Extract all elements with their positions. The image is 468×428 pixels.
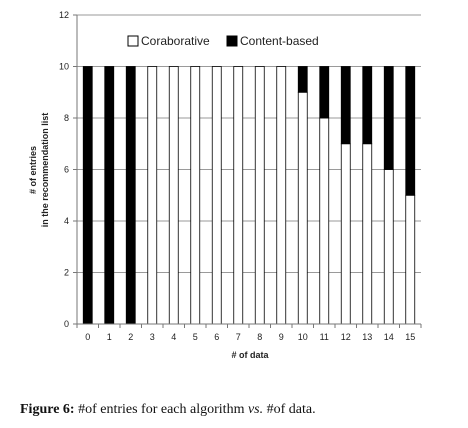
x-tick-label: 12 bbox=[341, 332, 351, 342]
bar-coraborative-9 bbox=[276, 66, 287, 325]
caption-text-before: #of entries for each algorithm bbox=[74, 402, 248, 417]
x-tick-label: 9 bbox=[279, 332, 284, 342]
y-tick-label: 6 bbox=[64, 165, 69, 175]
y-tick-label: 8 bbox=[64, 113, 69, 123]
bar-coraborative-14 bbox=[383, 169, 394, 325]
x-tick-label: 11 bbox=[320, 332, 329, 342]
x-tick-label: 0 bbox=[85, 332, 90, 342]
x-tick-label: 5 bbox=[193, 332, 198, 342]
bar-coraborative-15 bbox=[405, 194, 416, 325]
y-tick-label: 4 bbox=[64, 216, 69, 226]
x-tick-label: 8 bbox=[257, 332, 262, 342]
y-tick-label: 10 bbox=[59, 62, 69, 72]
legend: Coraborative Content-based bbox=[127, 34, 319, 48]
bar-content-based-10 bbox=[297, 66, 308, 93]
y-axis-title-line-2: in the recommendation list bbox=[40, 113, 50, 228]
bar-coraborative-12 bbox=[340, 143, 351, 325]
bar-coraborative-7 bbox=[233, 66, 244, 325]
x-tick-label: 2 bbox=[128, 332, 133, 342]
x-tick-label: 7 bbox=[236, 332, 241, 342]
caption-label: Figure 6: bbox=[20, 402, 75, 417]
bar-coraborative-13 bbox=[362, 143, 373, 325]
bars-group bbox=[82, 66, 416, 325]
caption-text-after: #of data. bbox=[263, 402, 316, 417]
legend-label-coraborative: Coraborative bbox=[141, 34, 210, 48]
caption-vs: vs. bbox=[247, 402, 264, 417]
y-tick-label: 2 bbox=[64, 268, 69, 278]
bar-coraborative-10 bbox=[297, 91, 308, 325]
x-tick-label: 15 bbox=[405, 332, 415, 342]
legend-swatch-content-based bbox=[226, 35, 238, 47]
bar-content-based-12 bbox=[340, 66, 351, 145]
bar-content-based-0 bbox=[82, 66, 93, 325]
x-tick-label: 4 bbox=[171, 332, 176, 342]
y-tick-label: 12 bbox=[59, 10, 69, 20]
y-axis-title: # of entries in the recommendation list bbox=[28, 113, 50, 228]
bar-content-based-14 bbox=[383, 66, 394, 170]
x-tick-label: 14 bbox=[384, 332, 394, 342]
x-tick-label: 3 bbox=[150, 332, 155, 342]
bar-coraborative-4 bbox=[168, 66, 179, 325]
x-tick-label: 10 bbox=[298, 332, 308, 342]
y-axis-title-line-1: # of entries bbox=[28, 146, 38, 194]
bar-coraborative-3 bbox=[147, 66, 158, 325]
legend-swatch-coraborative bbox=[127, 35, 139, 47]
bar-content-based-1 bbox=[104, 66, 115, 325]
figure-caption: Figure 6: #of entries for each algorithm… bbox=[20, 402, 460, 418]
bar-coraborative-6 bbox=[211, 66, 222, 325]
y-tick-label: 0 bbox=[64, 319, 69, 329]
x-tick-label: 6 bbox=[214, 332, 219, 342]
y-tick-labels: 0 2 4 6 8 10 12 bbox=[59, 10, 69, 329]
x-tick-label: 13 bbox=[362, 332, 372, 342]
x-tick-labels: 0 1 2 3 4 5 6 7 8 9 10 11 12 13 14 15 bbox=[76, 324, 422, 342]
bar-content-based-2 bbox=[125, 66, 136, 325]
legend-label-content-based: Content-based bbox=[240, 34, 319, 48]
bar-coraborative-8 bbox=[254, 66, 265, 325]
bar-coraborative-5 bbox=[190, 66, 201, 325]
bar-content-based-11 bbox=[319, 66, 330, 119]
bar-content-based-15 bbox=[405, 66, 416, 196]
bar-coraborative-11 bbox=[319, 117, 330, 325]
x-axis-title: # of data bbox=[231, 350, 269, 360]
x-tick-label: 1 bbox=[107, 332, 112, 342]
bar-content-based-13 bbox=[362, 66, 373, 145]
